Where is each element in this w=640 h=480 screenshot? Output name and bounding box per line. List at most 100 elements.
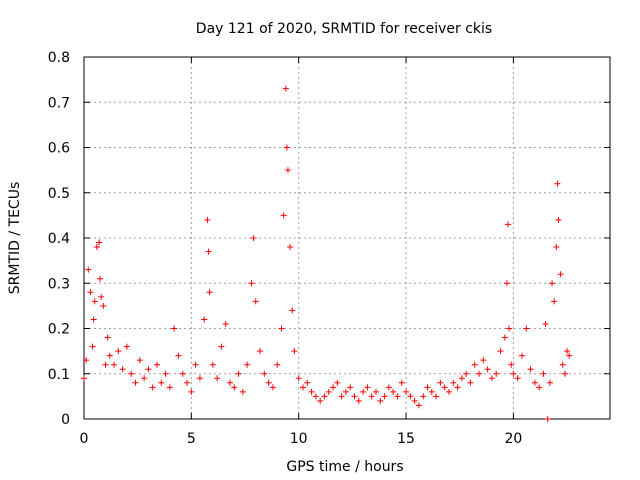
data-point: [222, 320, 229, 327]
y-tick-label: 0.3: [48, 276, 70, 292]
data-point: [445, 388, 452, 395]
data-point: [503, 280, 510, 287]
data-point: [196, 375, 203, 382]
y-axis-ticks: 0 0.1 0.2 0.3 0.4 0.5 0.6 0.7 0.8: [48, 50, 610, 428]
data-point: [104, 334, 111, 341]
data-point: [89, 343, 96, 350]
x-tick-label: 5: [187, 431, 196, 447]
data-point: [407, 393, 414, 400]
data-point: [102, 361, 109, 368]
data-point: [501, 334, 508, 341]
data-point: [304, 379, 311, 386]
data-point: [527, 366, 534, 373]
data-point: [561, 370, 568, 377]
data-point: [505, 221, 512, 228]
data-point: [257, 348, 264, 355]
data-point: [355, 397, 362, 404]
data-point: [119, 366, 126, 373]
data-point: [269, 384, 276, 391]
data-point: [554, 180, 561, 187]
data-point: [338, 393, 345, 400]
data-point: [166, 384, 173, 391]
data-point: [239, 388, 246, 395]
data-point: [123, 343, 130, 350]
data-point: [559, 361, 566, 368]
data-point: [91, 298, 98, 305]
x-tick-label: 10: [290, 431, 308, 447]
data-point: [289, 307, 296, 314]
data-point: [188, 388, 195, 395]
data-point: [312, 393, 319, 400]
x-axis-ticks: 0 5 10 15 20: [80, 57, 522, 447]
data-point: [553, 244, 560, 251]
data-point: [471, 361, 478, 368]
data-point: [523, 325, 530, 332]
data-point: [226, 379, 233, 386]
y-tick-label: 0.6: [48, 141, 70, 157]
data-point: [557, 271, 564, 278]
data-point: [145, 366, 152, 373]
data-point: [330, 384, 337, 391]
data-point: [381, 393, 388, 400]
data-point: [372, 388, 379, 395]
x-axis-label: GPS time / hours: [286, 459, 403, 475]
data-point: [81, 375, 87, 382]
data-point: [115, 348, 122, 355]
data-point: [192, 361, 199, 368]
data-point: [441, 384, 448, 391]
data-point: [98, 293, 105, 300]
data-point: [510, 370, 517, 377]
data-point: [132, 379, 139, 386]
data-point: [252, 298, 259, 305]
data-point: [235, 370, 242, 377]
data-point: [287, 244, 294, 251]
data-point: [342, 388, 349, 395]
data-point: [480, 357, 487, 364]
data-point: [87, 289, 94, 296]
data-point: [284, 167, 291, 174]
data-point: [106, 352, 113, 359]
y-tick-label: 0.1: [48, 367, 70, 383]
data-point: [97, 275, 104, 282]
data-point: [184, 379, 191, 386]
data-point: [214, 375, 221, 382]
data-point: [497, 348, 504, 355]
data-point: [536, 384, 543, 391]
data-point: [555, 216, 562, 223]
data-point: [403, 388, 410, 395]
data-point: [83, 357, 90, 364]
data-point: [514, 375, 521, 382]
data-point: [218, 343, 225, 350]
y-tick-label: 0.5: [48, 186, 70, 202]
data-point: [295, 375, 302, 382]
data-point: [90, 316, 97, 323]
data-point: [488, 375, 495, 382]
data-point: [231, 384, 238, 391]
data-point: [153, 361, 160, 368]
data-point: [248, 280, 255, 287]
grid-lines: [84, 57, 610, 419]
data-point: [261, 370, 268, 377]
data-point: [484, 366, 491, 373]
data-point: [377, 397, 384, 404]
data-point: [201, 316, 208, 323]
data-point: [411, 397, 418, 404]
data-point: [398, 379, 405, 386]
data-point: [162, 370, 169, 377]
data-point: [204, 216, 211, 223]
data-point: [128, 370, 135, 377]
data-point: [136, 357, 143, 364]
data-point: [428, 388, 435, 395]
data-point: [351, 393, 358, 400]
data-point: [394, 393, 401, 400]
data-point: [549, 280, 556, 287]
data-point: [364, 384, 371, 391]
data-point: [476, 370, 483, 377]
chart-title: Day 121 of 2020, SRMTID for receiver cki…: [196, 21, 492, 37]
data-point: [205, 248, 212, 255]
data-point: [85, 266, 92, 273]
data-point: [463, 370, 470, 377]
data-point: [542, 320, 549, 327]
